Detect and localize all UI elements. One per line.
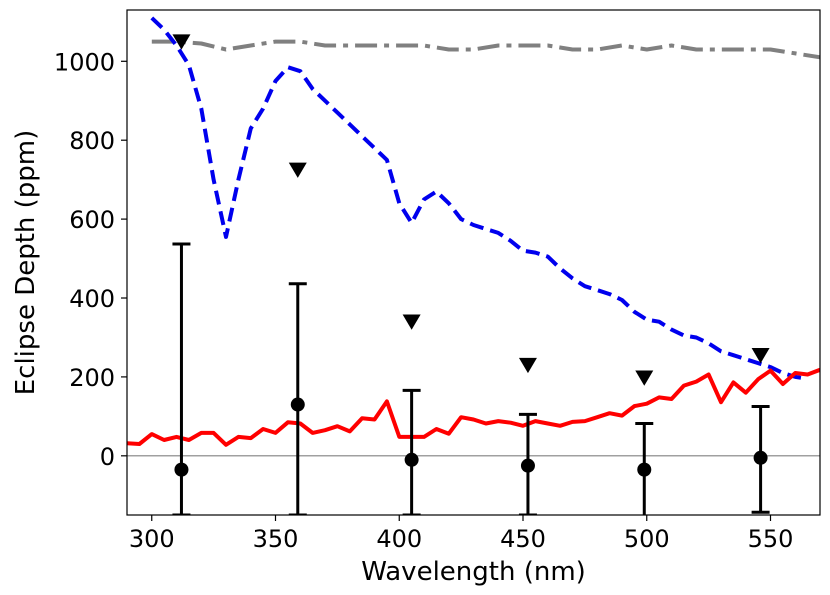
axis-labels: Wavelength (nm) Eclipse Depth (ppm) <box>11 130 586 587</box>
y-tick-label: 0 <box>100 443 115 471</box>
y-tick-label: 600 <box>69 206 115 234</box>
upper-limit-marker <box>635 370 654 386</box>
data-point <box>753 450 768 465</box>
data-point <box>290 397 305 412</box>
y-tick-label: 800 <box>69 127 115 155</box>
upper-limit-marker <box>751 348 770 364</box>
y-axis-title: Eclipse Depth (ppm) <box>11 130 41 396</box>
upper-limit-marker <box>288 162 307 178</box>
data-point <box>637 462 652 477</box>
plot-area <box>126 9 821 516</box>
data-point <box>174 462 189 477</box>
x-axis-title: Wavelength (nm) <box>361 557 586 587</box>
x-tick-label: 500 <box>624 525 670 553</box>
upper-limit-marker <box>518 357 537 374</box>
upper-limit-marker <box>402 314 421 330</box>
axis-ticks: 300 350 400 450 500 550 0 200 400 600 800 1000 <box>54 48 793 553</box>
x-tick-label: 550 <box>748 525 794 553</box>
data-point <box>404 452 419 467</box>
y-tick-label: 1000 <box>54 48 115 76</box>
series-line-gray-dashdot-model <box>151 39 820 60</box>
x-tick-label: 300 <box>129 525 175 553</box>
series-line-red-model <box>127 367 820 447</box>
plot-frame <box>126 9 821 516</box>
x-tick-label: 450 <box>500 525 546 553</box>
x-tick-label: 350 <box>253 525 299 553</box>
y-tick-label: 200 <box>69 364 115 392</box>
x-tick-label: 400 <box>376 525 422 553</box>
y-tick-label: 400 <box>69 285 115 313</box>
series-line-blue-dashed-model <box>150 16 808 381</box>
upper-limit-marker <box>172 34 191 50</box>
plot-content <box>127 16 820 515</box>
data-point <box>520 458 535 473</box>
